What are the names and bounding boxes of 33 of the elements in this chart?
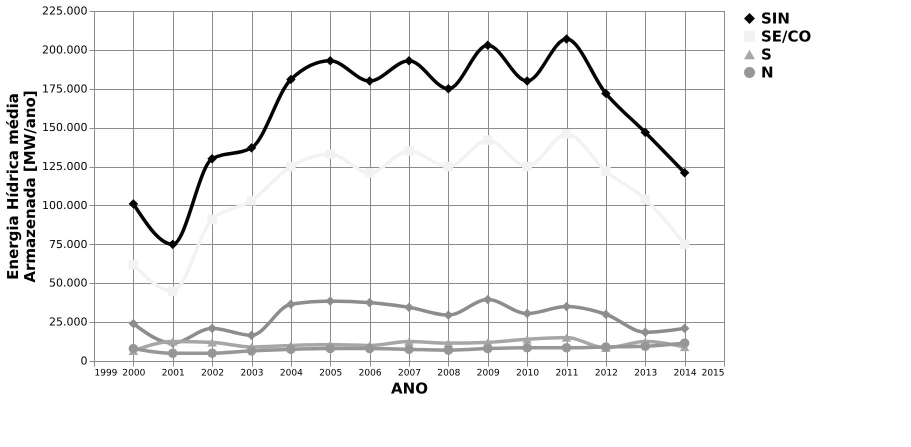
x-tick-label: 2007 [398, 368, 421, 378]
x-tick-label: 2003 [240, 368, 264, 378]
x-tick-label: 2011 [556, 368, 578, 378]
x-tick-label: 2009 [476, 368, 500, 378]
x-tick-label: 2004 [280, 368, 304, 378]
x-tick-label: 2008 [437, 368, 461, 378]
x-tick-label: 2012 [594, 368, 618, 378]
x-tick-label: 2006 [358, 368, 382, 378]
x-tick-label: 2010 [516, 368, 540, 378]
legend-label: S [761, 46, 772, 64]
legend-label: SIN [761, 10, 790, 28]
y-tick-label: 50.000 [49, 276, 88, 290]
x-tick-label: 2005 [319, 368, 342, 378]
y-tick-label: 200.000 [42, 43, 88, 56]
x-tick-label: 2013 [634, 368, 658, 378]
y-axis-title: Energia Hídrica média Armazenada [MW/ano] [4, 90, 40, 283]
x-axis-title: ANO [391, 380, 428, 398]
y-tick-label: 225.000 [42, 4, 88, 18]
x-tick-label: 2000 [122, 368, 146, 378]
y-tick-label: 125.000 [42, 160, 88, 174]
y-tick-label: 0 [80, 354, 88, 368]
legend-label: N [761, 64, 774, 82]
y-tick-label: 25.000 [49, 316, 88, 329]
y-tick-label: 150.000 [42, 121, 88, 134]
x-tick-label: 2015 [702, 368, 724, 378]
x-tick-label: 2002 [201, 368, 224, 378]
x-tick-label: 2001 [162, 368, 185, 378]
legend-label: SE/CO [761, 28, 812, 46]
x-tick-label: 1999 [94, 368, 118, 378]
y-tick-label: 175.000 [42, 82, 88, 96]
y-tick-label: 75.000 [49, 238, 88, 251]
x-tick-label: 2014 [674, 368, 697, 378]
y-tick-label: 100.000 [42, 198, 88, 212]
